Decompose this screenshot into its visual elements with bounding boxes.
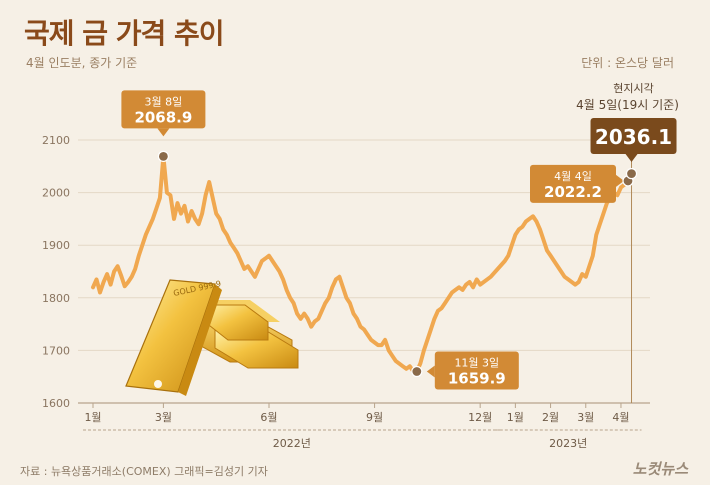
y-tick-label: 1600 [42,397,70,410]
data-point-marker [411,365,423,378]
chart-subtitle: 4월 인도분, 종가 기준 [26,56,138,70]
y-tick-label: 2100 [42,134,70,147]
callout-date: 11월 3일 [454,355,499,369]
x-tick-label: 1월 [507,411,524,424]
year-label: 2022년 [273,437,311,450]
data-point-marker [625,168,638,180]
callout-box [530,164,616,203]
callout-pointer [625,154,638,162]
callout-box [121,90,206,129]
x-axis: 1월 3월 6월 9월 12월 1월 2월 3월 4월 2022년 2023년 [78,402,650,450]
callout-value: 2036.1 [595,125,672,149]
x-tick-label: 1월 [84,411,101,424]
publisher-logo: 노컷뉴스 [632,460,688,478]
x-tick-label: 2월 [542,411,559,424]
y-tick-label: 1700 [42,344,70,357]
y-tick-label: 1900 [42,239,70,252]
callout-box [590,118,677,154]
y-tick-label: 1800 [42,292,70,305]
gold-bar-illustration: GOLD 999.9 [125,279,299,396]
data-point-marker [157,150,169,162]
x-tick-label: 3월 [155,411,172,424]
callout-box [434,351,519,390]
x-tick-label: 6월 [260,411,277,424]
y-tick-label: 2000 [42,187,70,200]
callout-pointer [157,128,170,137]
x-tick-label: 12월 [468,411,492,424]
callout: 2036.1 현지시각 4월 5일(19시 기준) [576,82,679,180]
callout-value: 2068.9 [134,108,192,126]
x-tick-label: 4월 [612,411,629,424]
callout-pointer [616,174,624,187]
x-tick-label: 9월 [366,411,383,424]
callout-pointer [426,365,435,378]
price-line [91,154,634,374]
unit-label: 단위 : 온스당 달러 [581,56,674,70]
source-note: 자료 : 뉴욕상품거래소(COMEX) 그래픽=김성기 기자 [20,465,268,478]
callout-date: 4월 4일 [554,169,592,183]
callout-date: 3월 8일 [145,94,183,108]
chart-title: 국제 금 가격 추이 [24,17,225,50]
x-tick-label: 3월 [577,411,594,424]
callout-date-top: 현지시각 [613,82,653,95]
callout-date: 4월 5일(19시 기준) [576,98,679,112]
y-axis-ticks: 1600 1700 1800 1900 2000 2100 [42,134,70,410]
callout-value: 2022.2 [544,183,602,201]
callout-value: 1659.9 [448,369,506,387]
year-label: 2023년 [549,437,587,450]
